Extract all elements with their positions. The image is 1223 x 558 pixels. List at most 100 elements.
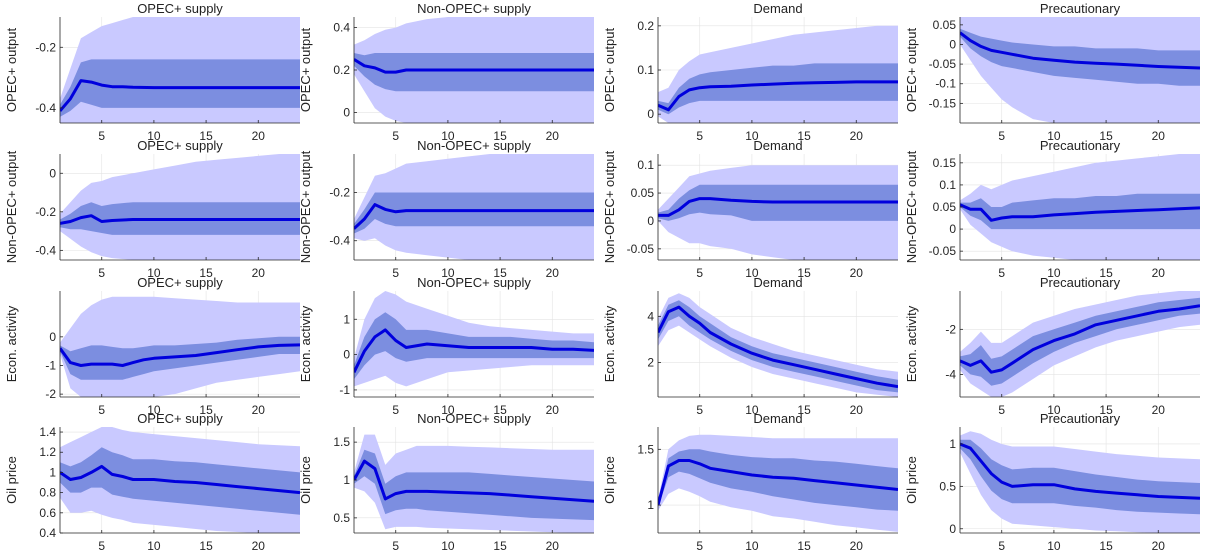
y-tick-label: -1 xyxy=(45,358,56,372)
y-tick-label: 0.15 xyxy=(933,156,957,170)
y-tick-label: 0.5 xyxy=(333,511,350,525)
median-response-line xyxy=(60,79,300,112)
median-response-line xyxy=(60,464,300,495)
inner-confidence-band xyxy=(960,193,1200,230)
y-tick-label: -0.05 xyxy=(929,57,957,71)
subplot-title: OPEC+ supply xyxy=(137,411,223,426)
y-tick-label: -0.4 xyxy=(35,243,56,257)
subplot-title: Precautionary xyxy=(1040,411,1121,426)
x-tick-label: 10 xyxy=(745,129,759,143)
x-tick-label: 5 xyxy=(998,266,1005,280)
inner-confidence-band xyxy=(354,312,594,380)
y-axis-label: OPEC+ output xyxy=(904,28,919,113)
y-tick-label: -0.2 xyxy=(329,186,350,200)
x-tick-label: 20 xyxy=(546,129,560,143)
median-response-line xyxy=(960,203,1200,222)
x-tick-label: 15 xyxy=(493,129,507,143)
x-tick-label: 20 xyxy=(850,266,864,280)
subplot-r0-c1: 5 10 15 20 0 0.2 0.4 Non-OPEC+ supply OPEC+ outp… xyxy=(298,1,594,143)
x-tick-label: 15 xyxy=(1099,129,1113,143)
inner-confidence-band xyxy=(354,192,594,234)
y-tick-label: 1 xyxy=(343,473,350,487)
x-tick-label: 15 xyxy=(199,539,213,553)
y-tick-label: 0.05 xyxy=(933,18,957,32)
x-tick-label: 10 xyxy=(1047,539,1061,553)
x-tick-label: 20 xyxy=(1152,539,1166,553)
bands xyxy=(60,17,300,123)
subplot-r0-c2: 5 10 15 20 0 0.1 0.2 Demand OPEC+ output xyxy=(602,1,898,143)
y-tick-label: 1.5 xyxy=(333,435,350,449)
bands xyxy=(354,291,594,387)
subplot-r3-c2: 5 10 15 20 1.5 1 Demand Oil price xyxy=(602,411,898,553)
x-tick-label: 10 xyxy=(1047,403,1061,417)
x-tick-label: 15 xyxy=(493,403,507,417)
x-tick-label: 10 xyxy=(147,266,161,280)
x-tick-label: 20 xyxy=(252,129,266,143)
x-tick-label: 15 xyxy=(1099,403,1113,417)
y-tick-label: -1 xyxy=(339,383,350,397)
median-response-line xyxy=(960,442,1200,500)
subplot-r1-c0: 5 10 15 20 0 -0.2 -0.4 OPEC+ supply Non-OPEC+ ou… xyxy=(4,138,300,280)
y-tick-label: 1 xyxy=(49,465,56,479)
subplot-title: Demand xyxy=(753,138,802,153)
y-axis-label: OPEC+ output xyxy=(298,28,313,113)
x-tick-label: 15 xyxy=(199,129,213,143)
bands xyxy=(960,431,1200,533)
x-tick-label: 20 xyxy=(850,539,864,553)
subplot-r3-c0: 5 10 15 20 1.4 1.2 1 0.8 0.6 0.4 OPEC+ supply Oil p… xyxy=(4,411,300,553)
y-axis-label: Econ. activity xyxy=(904,305,919,382)
bands xyxy=(658,25,898,123)
bands xyxy=(960,291,1200,397)
subplot-title: Demand xyxy=(753,411,802,426)
x-tick-label: 20 xyxy=(850,403,864,417)
x-tick-label: 15 xyxy=(493,266,507,280)
median-response-line xyxy=(60,343,300,367)
x-tick-label: 20 xyxy=(252,266,266,280)
median-response-line xyxy=(354,58,594,74)
y-tick-label: -0.2 xyxy=(35,205,56,219)
y-axis-label: Non-OPEC+ output xyxy=(298,150,313,263)
y-tick-label: 0.1 xyxy=(637,63,654,77)
x-tick-label: 5 xyxy=(392,539,399,553)
y-tick-label: -2 xyxy=(945,322,956,336)
x-tick-label: 15 xyxy=(199,266,213,280)
x-tick-label: 20 xyxy=(1152,266,1166,280)
y-tick-label: 1 xyxy=(949,437,956,451)
y-axis-label: Oil price xyxy=(602,456,617,504)
x-tick-label: 20 xyxy=(252,539,266,553)
median-response-line xyxy=(354,203,594,230)
subplot-r0-c0: 5 10 15 20 -0.4 -0.2 OPEC+ supply OPEC+ output xyxy=(4,1,300,143)
y-tick-label: 2 xyxy=(647,355,654,369)
median-response-line xyxy=(960,31,1200,70)
bands xyxy=(960,17,1200,123)
x-tick-label: 10 xyxy=(745,266,759,280)
inner-confidence-band xyxy=(658,63,898,115)
subplot-r3-c1: 5 10 15 20 1.5 1 0.5 Non-OPEC+ supply Oil price xyxy=(298,411,594,553)
y-tick-label: 0.4 xyxy=(39,526,56,540)
x-tick-label: 5 xyxy=(998,403,1005,417)
bands xyxy=(658,165,898,260)
y-axis-label: Econ. activity xyxy=(298,305,313,382)
subplot-title: Non-OPEC+ supply xyxy=(417,138,531,153)
x-tick-label: 20 xyxy=(546,266,560,280)
y-tick-label: 0.6 xyxy=(39,506,56,520)
x-tick-label: 5 xyxy=(998,129,1005,143)
x-tick-label: 5 xyxy=(392,129,399,143)
y-axis-label: Oil price xyxy=(298,456,313,504)
x-tick-label: 10 xyxy=(147,539,161,553)
x-tick-label: 5 xyxy=(696,539,703,553)
y-axis-label: Non-OPEC+ output xyxy=(904,150,919,263)
x-tick-label: 10 xyxy=(745,403,759,417)
bands xyxy=(354,17,594,123)
subplot-title: Precautionary xyxy=(1040,138,1121,153)
y-tick-label: -0.1 xyxy=(935,77,956,91)
subplot-title: Non-OPEC+ supply xyxy=(417,1,531,16)
median-response-line xyxy=(354,328,594,373)
y-axis-label: OPEC+ output xyxy=(602,28,617,113)
x-tick-label: 15 xyxy=(1099,266,1113,280)
bands xyxy=(354,434,594,533)
y-tick-label: 0.2 xyxy=(637,19,654,33)
y-tick-label: 0 xyxy=(49,166,56,180)
x-tick-label: 5 xyxy=(98,129,105,143)
